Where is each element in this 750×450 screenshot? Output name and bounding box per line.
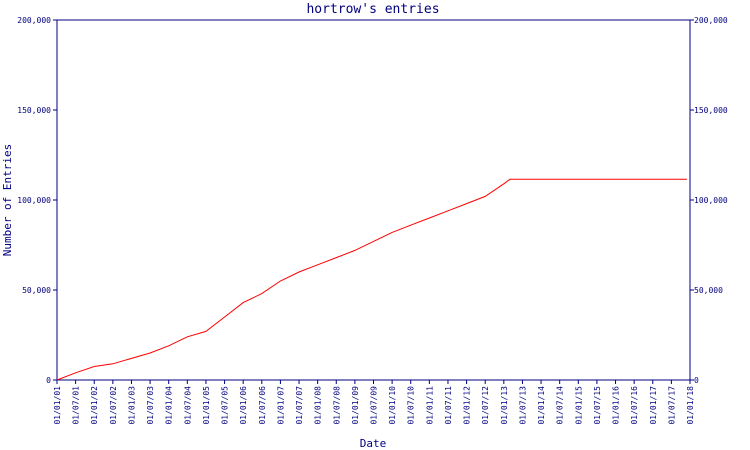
x-tick-label: 01/01/03: [127, 386, 136, 425]
y-tick-label-right: 100,000: [694, 196, 728, 205]
x-tick-label: 01/01/10: [388, 386, 397, 425]
x-tick-label: 01/01/12: [463, 386, 472, 425]
x-tick-label: 01/07/08: [332, 386, 341, 425]
x-tick-label: 01/07/11: [444, 386, 453, 425]
x-tick-label: 01/07/03: [146, 386, 155, 425]
x-tick-label: 01/01/06: [239, 386, 248, 425]
x-tick-label: 01/07/04: [183, 386, 192, 425]
x-tick-label: 01/07/13: [518, 386, 527, 425]
x-tick-label: 01/01/01: [53, 386, 62, 425]
x-tick-label: 01/01/04: [165, 386, 174, 425]
y-tick-label-right: 200,000: [694, 16, 728, 25]
x-tick-label: 01/07/05: [221, 386, 230, 425]
x-tick-label: 01/07/15: [593, 386, 602, 425]
x-tick-label: 01/07/16: [630, 386, 639, 425]
y-axis-label: Number of Entries: [1, 144, 14, 257]
x-tick-label: 01/01/16: [612, 386, 621, 425]
series-line: [56, 178, 687, 381]
x-tick-label: 01/01/05: [202, 386, 211, 425]
chart-title: hortrow's entries: [306, 2, 439, 17]
x-tick-label: 01/07/12: [481, 386, 490, 425]
y-tick-label-right: 50,000: [694, 286, 723, 295]
x-tick-label: 01/01/09: [351, 386, 360, 425]
x-tick-label: 01/01/08: [314, 386, 323, 425]
x-tick-label: 01/01/07: [276, 386, 285, 425]
x-axis-label: Date: [360, 437, 387, 450]
x-tick-label: 01/01/15: [574, 386, 583, 425]
x-tick-label: 01/07/10: [407, 386, 416, 425]
y-tick-label: 150,000: [17, 106, 51, 115]
y-tick-label-right: 0: [694, 376, 699, 385]
y-ticks-right: 0 50,000 100,000 150,000 200,000: [690, 16, 728, 385]
x-tick-label: 01/07/01: [72, 386, 81, 425]
y-tick-label: 100,000: [17, 196, 51, 205]
y-ticks-left: 0 50,000 100,000 150,000 200,000: [17, 16, 57, 385]
x-tick-label: 01/07/02: [109, 386, 118, 425]
x-tick-label: 01/07/17: [667, 386, 676, 425]
series-group: [56, 178, 687, 381]
y-tick-label: 0: [46, 376, 51, 385]
y-tick-label-right: 150,000: [694, 106, 728, 115]
x-tick-label: 01/07/09: [370, 386, 379, 425]
x-tick-label: 01/01/13: [500, 386, 509, 425]
x-tick-label: 01/07/06: [258, 386, 267, 425]
x-tick-label: 01/01/14: [537, 386, 546, 425]
x-ticks: 01/01/01 01/07/01 01/01/02 01/07/02 01/01/03…: [53, 380, 695, 425]
x-tick-label: 01/07/07: [295, 386, 304, 425]
x-tick-label: 01/07/14: [556, 386, 565, 425]
plot-frame: [56, 19, 691, 381]
x-tick-label: 01/01/02: [90, 386, 99, 425]
x-tick-label: 01/01/18: [686, 386, 695, 425]
x-tick-label: 01/01/11: [425, 386, 434, 425]
y-tick-label: 200,000: [17, 16, 51, 25]
y-tick-label: 50,000: [22, 286, 51, 295]
x-tick-label: 01/01/17: [649, 386, 658, 425]
